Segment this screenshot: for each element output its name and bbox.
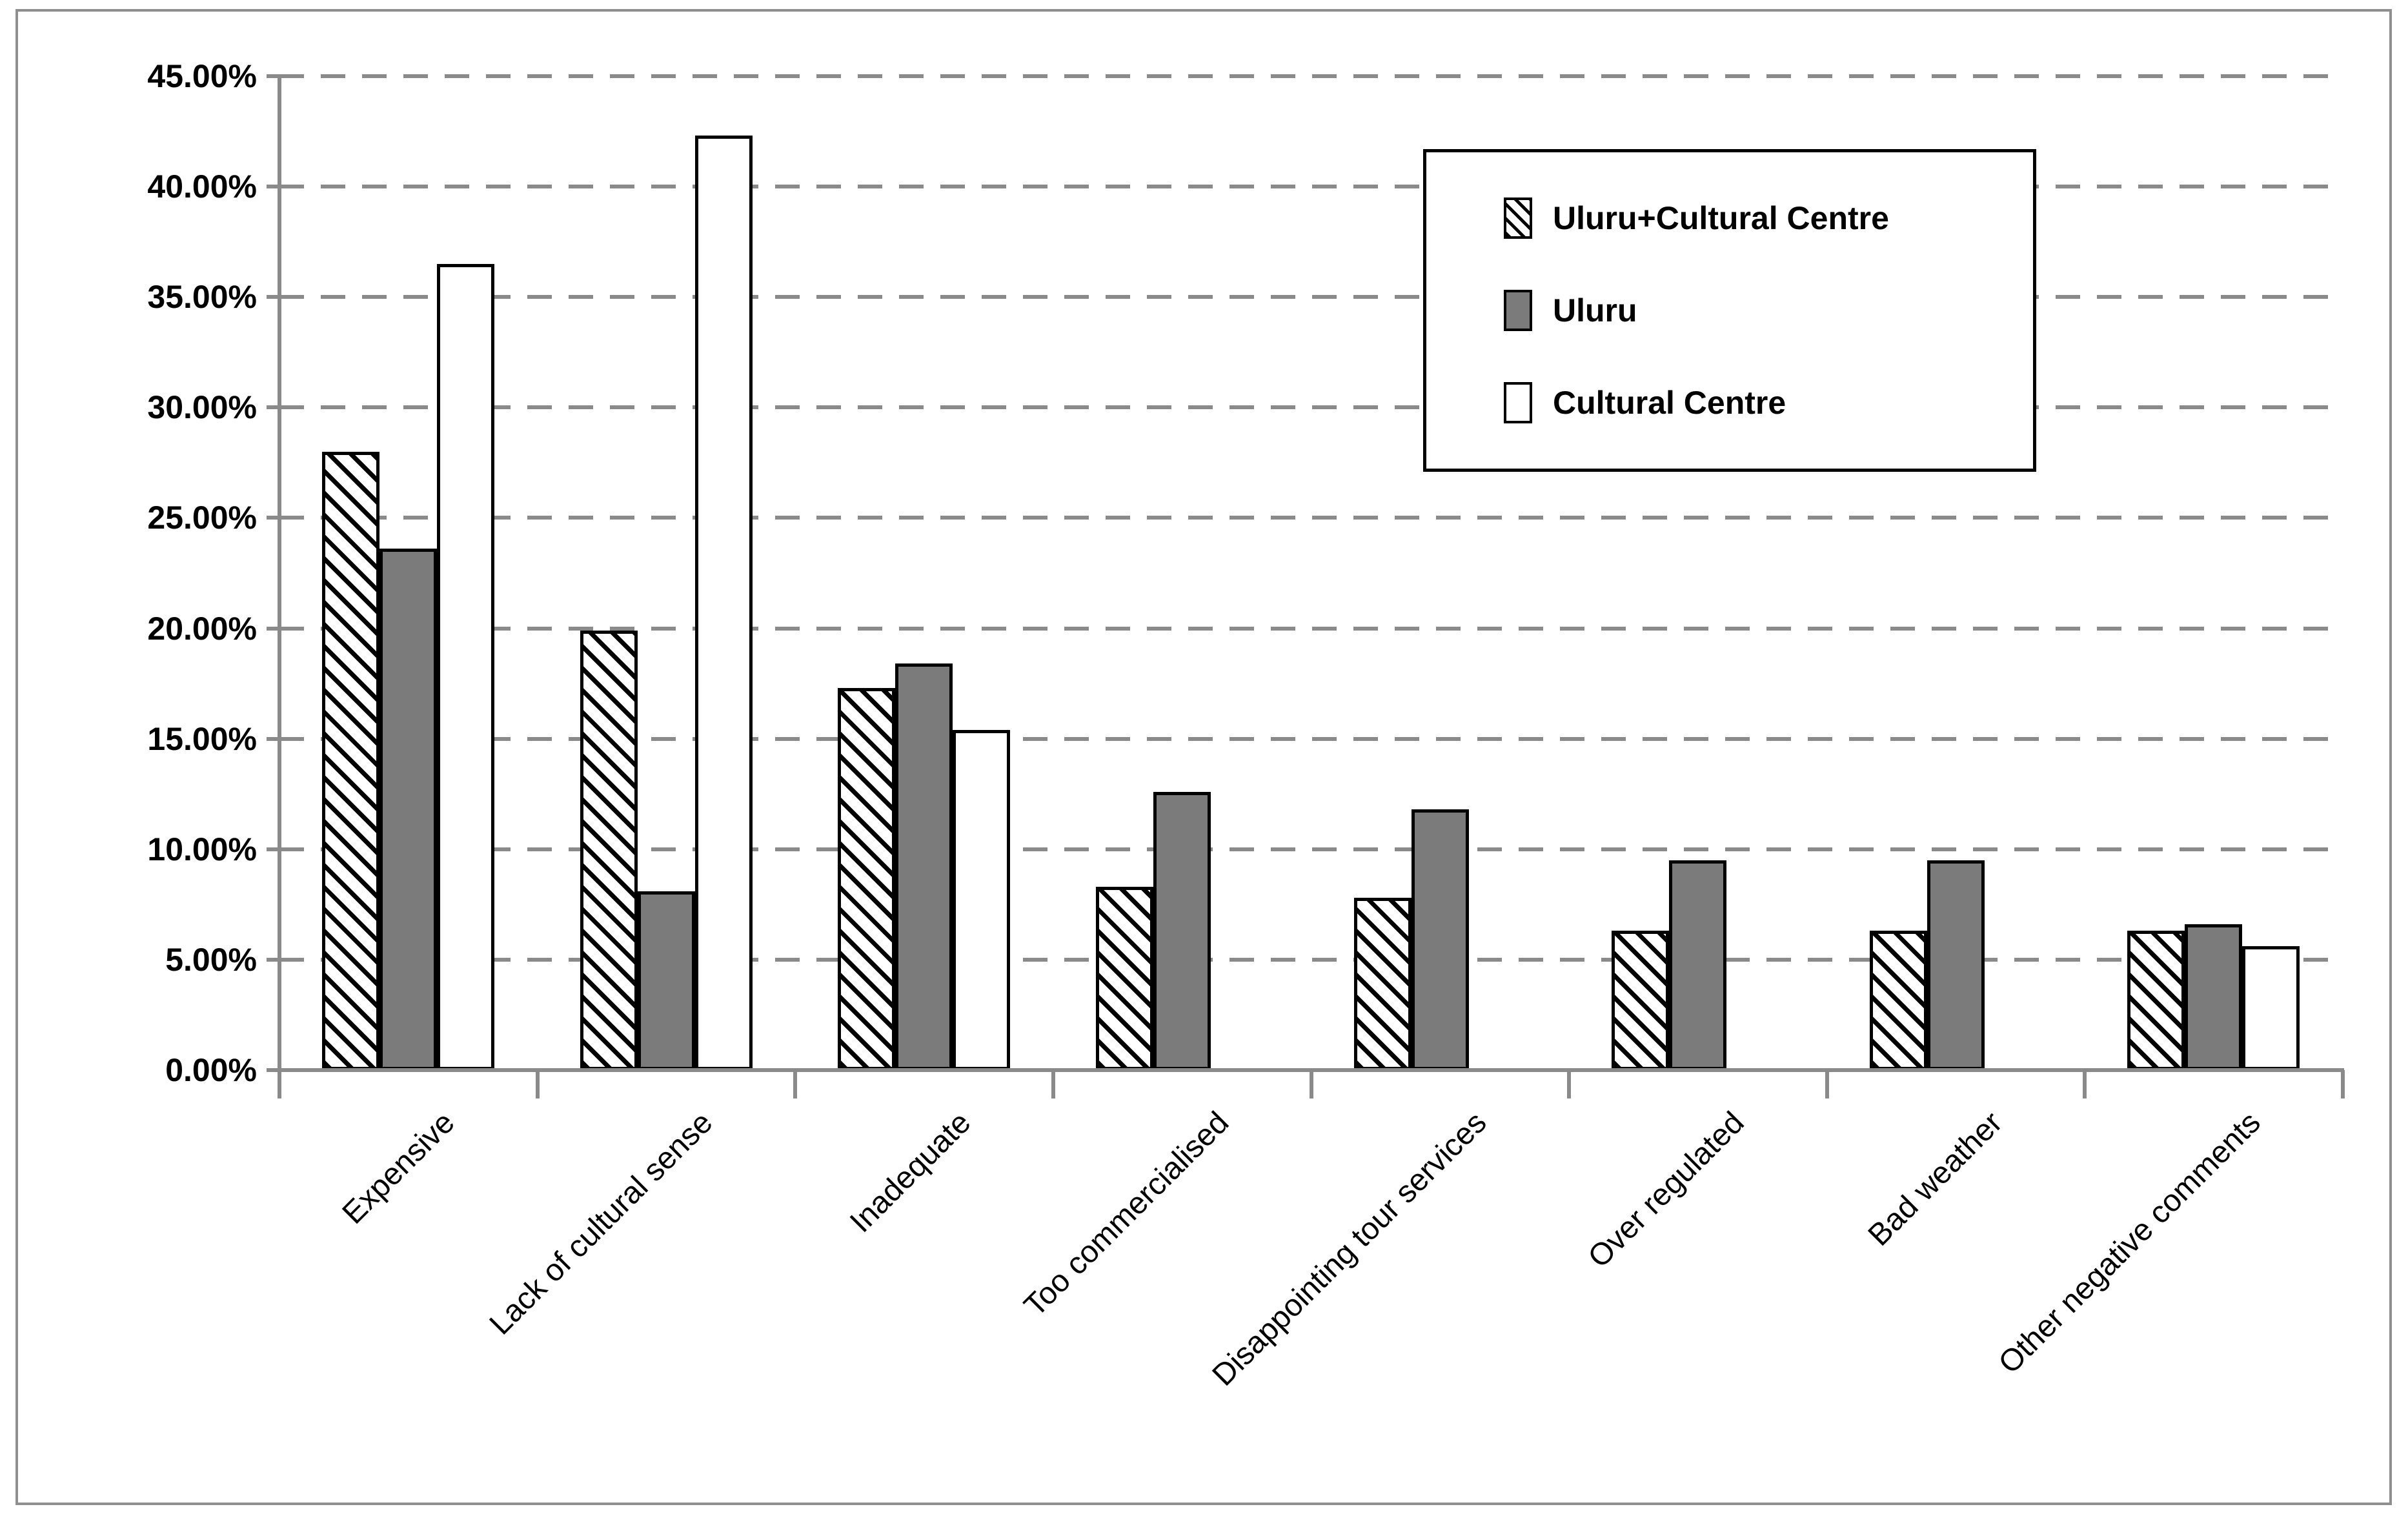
bar-uluru-disappointing-tour-services xyxy=(1411,809,1469,1070)
legend-label: Cultural Centre xyxy=(1553,385,1786,421)
gridline-horizontal xyxy=(279,957,2343,962)
x-axis-tick-mark xyxy=(793,1070,798,1098)
y-tick-label: 10.00% xyxy=(147,831,257,867)
legend-item-uluru-cultural-centre: Uluru+Cultural Centre xyxy=(1504,197,2033,239)
legend-swatch-uluru xyxy=(1504,289,1532,331)
y-tick-label: 25.00% xyxy=(147,500,257,536)
gridline-horizontal xyxy=(279,74,2343,78)
y-axis-tick-mark xyxy=(267,957,292,962)
gridline-horizontal xyxy=(279,736,2343,741)
y-tick-label: 5.00% xyxy=(165,941,257,978)
gridline-horizontal xyxy=(279,516,2343,520)
y-axis-line xyxy=(278,75,281,1087)
bar-uluru-cultural-centre-other-negative-comments xyxy=(2127,931,2185,1070)
y-axis-tick-mark xyxy=(267,847,292,851)
y-tick-label: 35.00% xyxy=(147,279,257,316)
bar-uluru-cultural-centre-too-commercialised xyxy=(1095,887,1153,1070)
y-tick-label: 20.00% xyxy=(147,610,257,647)
legend-item-uluru: Uluru xyxy=(1504,289,2033,331)
bar-cultural-centre-expensive xyxy=(437,264,494,1070)
x-axis-tick-mark xyxy=(2341,1070,2345,1098)
bar-uluru-over-regulated xyxy=(1669,860,1727,1070)
y-axis-tick-mark xyxy=(267,405,292,410)
y-axis-tick-mark xyxy=(267,626,292,631)
y-tick-label: 0.00% xyxy=(165,1052,257,1088)
x-axis-tick-mark xyxy=(1309,1070,1313,1098)
gridline-horizontal xyxy=(279,405,2343,410)
bar-uluru-cultural-centre-expensive xyxy=(322,452,379,1070)
bar-uluru-cultural-centre-inadequate xyxy=(838,688,896,1070)
y-tick-label: 45.00% xyxy=(147,58,257,94)
legend-swatch-uluru-cultural-centre xyxy=(1504,197,1532,239)
gridline-horizontal xyxy=(279,626,2343,631)
y-axis-tick-mark xyxy=(267,185,292,189)
x-axis-tick-mark xyxy=(535,1070,540,1098)
x-axis-tick-mark xyxy=(1825,1070,1829,1098)
y-axis-tick-mark xyxy=(267,516,292,520)
bar-uluru-expensive xyxy=(379,549,437,1070)
plot-area xyxy=(279,74,2343,1070)
bar-uluru-too-commercialised xyxy=(1153,792,1211,1070)
bar-uluru-other-negative-comments xyxy=(2185,924,2243,1070)
bar-cultural-centre-other-negative-comments xyxy=(2242,946,2300,1070)
y-tick-label: 30.00% xyxy=(147,389,257,426)
x-axis-tick-mark xyxy=(2083,1070,2087,1098)
y-axis-tick-mark xyxy=(267,736,292,741)
legend-label: Uluru+Cultural Centre xyxy=(1553,199,1889,236)
legend-item-cultural-centre: Cultural Centre xyxy=(1504,382,2033,424)
bar-cultural-centre-lack-of-cultural-sense xyxy=(694,136,753,1070)
bar-uluru-cultural-centre-over-regulated xyxy=(1612,931,1670,1070)
bar-cultural-centre-inadequate xyxy=(953,730,1011,1070)
y-axis-tick-mark xyxy=(267,295,292,299)
bar-uluru-cultural-centre-disappointing-tour-services xyxy=(1353,898,1411,1070)
gridline-horizontal xyxy=(279,295,2343,299)
y-tick-label: 40.00% xyxy=(147,168,257,205)
bar-uluru-inadequate xyxy=(895,663,953,1070)
x-axis-tick-mark xyxy=(278,1070,281,1098)
x-axis-tick-mark xyxy=(1051,1070,1055,1098)
y-axis-tick-mark xyxy=(267,74,292,78)
legend: Uluru+Cultural Centre Uluru Cultural Centr… xyxy=(1423,149,2036,472)
bar-uluru-cultural-centre-lack-of-cultural-sense xyxy=(580,631,638,1070)
legend-swatch-cultural-centre xyxy=(1504,382,1532,424)
y-tick-label: 15.00% xyxy=(147,720,257,757)
legend-label: Uluru xyxy=(1553,292,1637,329)
bar-uluru-bad-weather xyxy=(1927,860,1985,1070)
bar-uluru-lack-of-cultural-sense xyxy=(637,891,695,1070)
bar-uluru-cultural-centre-bad-weather xyxy=(1869,931,1927,1070)
gridline-horizontal xyxy=(279,847,2343,851)
x-axis-tick-mark xyxy=(1567,1070,1572,1098)
gridline-horizontal xyxy=(279,185,2343,189)
